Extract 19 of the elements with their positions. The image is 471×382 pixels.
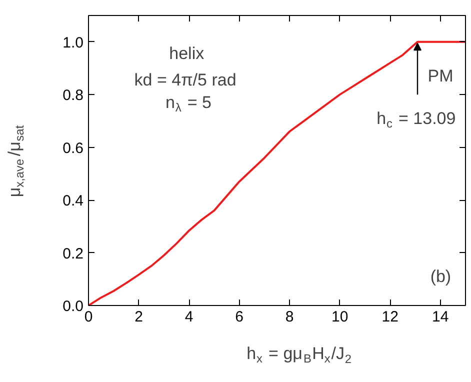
annotation: (b) bbox=[430, 267, 452, 286]
x-tick-label: 8 bbox=[285, 308, 294, 326]
annotation: kd = 4π/5 rad bbox=[134, 70, 236, 90]
x-tick-label: 4 bbox=[184, 308, 194, 326]
x-tick-label: 10 bbox=[331, 308, 348, 326]
x-tick-label: 2 bbox=[134, 308, 143, 326]
y-tick-label: 0.4 bbox=[62, 192, 84, 210]
y-tick-label: 1.0 bbox=[62, 34, 84, 52]
y-tick-label: 0.8 bbox=[62, 87, 84, 104]
y-tick-label: 0.2 bbox=[62, 245, 84, 262]
x-tick-label: 12 bbox=[382, 308, 398, 326]
annotation: PM bbox=[428, 66, 454, 86]
x-tick-label: 6 bbox=[235, 308, 244, 326]
x-tick-label: 0 bbox=[84, 308, 93, 326]
annotation: helix bbox=[169, 44, 205, 64]
y-tick-label: 0.0 bbox=[62, 298, 84, 315]
y-axis-title: μx,ave/μsat bbox=[5, 124, 27, 198]
y-tick-label: 0.6 bbox=[62, 140, 84, 157]
x-tick-label: 14 bbox=[432, 308, 449, 326]
